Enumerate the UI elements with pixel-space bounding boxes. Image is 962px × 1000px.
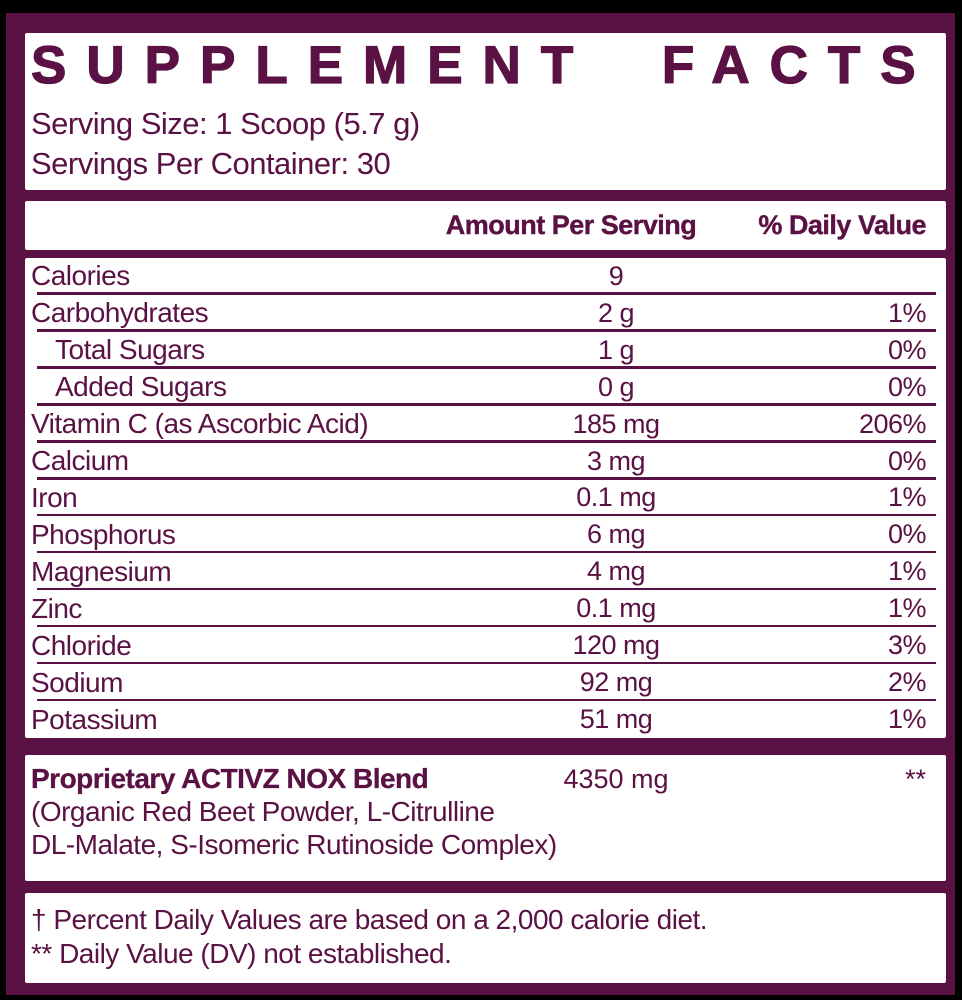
nutrient-name: Calcium: [31, 445, 129, 477]
table-row: Total Sugars 1 g 0%: [25, 332, 946, 369]
footnote-daily-value: † Percent Daily Values are based on a 2,…: [31, 904, 708, 935]
nutrient-name: Calories: [31, 260, 130, 292]
amount-per-serving-header: Amount Per Serving: [445, 210, 697, 240]
nutrient-dv: 1%: [887, 297, 927, 328]
blend-amount: 4350 mg: [563, 763, 669, 794]
table-row: Calories 9: [25, 258, 946, 295]
table-row: Phosphorus 6 mg 0%: [25, 516, 946, 554]
title-panel: SUPPLEMENT FACTS Serving Size: 1 Scoop (…: [25, 33, 946, 190]
nutrient-amount: 4 mg: [586, 556, 646, 587]
nutrient-amount: 51 mg: [579, 704, 653, 735]
nutrient-name: Carbohydrates: [31, 297, 209, 329]
table-row: Calcium 3 mg 0%: [25, 443, 946, 480]
table-header: Amount Per Serving % Daily Value: [25, 201, 946, 250]
supplement-facts-label: SUPPLEMENT FACTS Serving Size: 1 Scoop (…: [6, 13, 955, 995]
nutrient-dv: 2%: [887, 667, 927, 698]
nutrient-name: Chloride: [31, 629, 132, 661]
page-title: SUPPLEMENT FACTS: [30, 35, 936, 95]
nutrient-dv: 1%: [887, 593, 927, 624]
daily-value-header: % Daily Value: [758, 210, 926, 240]
nutrient-name: Added Sugars: [55, 371, 227, 403]
table-row: Iron 0.1 mg 1%: [25, 480, 946, 517]
nutrient-dv: 1%: [887, 482, 927, 513]
table-row: Zinc 0.1 mg 1%: [25, 590, 946, 628]
nutrient-amount: 92 mg: [579, 667, 653, 698]
blend-name: Proprietary ACTIVZ NOX Blend: [31, 763, 429, 794]
proprietary-blend-panel: Proprietary ACTIVZ NOX Blend 4350 mg ** …: [25, 755, 946, 881]
table-row: Vitamin C (as Ascorbic Acid) 185 mg 206%: [25, 406, 946, 443]
nutrient-name: Total Sugars: [55, 334, 205, 366]
nutrient-table: Calories 9 Carbohydrates 2 g 1% Total Su…: [25, 258, 946, 738]
footnote-not-established: ** Daily Value (DV) not established.: [31, 938, 452, 969]
serving-info: Serving Size: 1 Scoop (5.7 g) Servings P…: [31, 104, 936, 184]
table-row: Carbohydrates 2 g 1%: [25, 295, 946, 332]
table-row: Sodium 92 mg 2%: [25, 664, 946, 701]
nutrient-amount: 185 mg: [572, 408, 660, 439]
blend-ingredients-line1: (Organic Red Beet Powder, L-Citrulline: [31, 796, 495, 827]
nutrient-dv: 0%: [887, 519, 927, 550]
table-row: Chloride 120 mg 3%: [25, 627, 946, 665]
nutrient-name: Vitamin C (as Ascorbic Acid): [31, 408, 369, 440]
nutrient-dv: 3%: [887, 630, 927, 661]
nutrient-name: Iron: [31, 481, 78, 513]
serving-size: Serving Size: 1 Scoop (5.7 g): [31, 106, 420, 141]
nutrient-amount: 6 mg: [586, 519, 646, 550]
nutrient-amount: 2 g: [597, 297, 635, 328]
nutrient-name: Sodium: [31, 666, 123, 698]
nutrient-amount: 1 g: [597, 334, 635, 365]
nutrient-amount: 3 mg: [586, 445, 646, 476]
nutrient-name: Zinc: [31, 592, 82, 624]
servings-per-container: Servings Per Container: 30: [31, 146, 391, 181]
nutrient-dv: 0%: [887, 334, 927, 365]
table-row: Potassium 51 mg 1%: [25, 701, 946, 738]
table-row: Added Sugars 0 g 0%: [25, 369, 946, 406]
nutrient-amount: 9: [608, 260, 624, 291]
nutrient-amount: 0.1 mg: [576, 482, 656, 513]
blend-row: Proprietary ACTIVZ NOX Blend 4350 mg **: [31, 763, 926, 795]
blend-ingredients-line2: DL-Malate, S-Isomeric Rutinoside Complex…: [31, 829, 557, 860]
nutrient-amount: 0 g: [597, 371, 635, 402]
nutrient-amount: 0.1 mg: [576, 593, 656, 624]
nutrient-name: Magnesium: [31, 555, 172, 587]
blend-dv-asterisks: **: [904, 763, 926, 794]
nutrient-dv: 1%: [887, 556, 927, 587]
table-row: Magnesium 4 mg 1%: [25, 553, 946, 591]
nutrient-dv: 0%: [887, 371, 927, 402]
nutrient-name: Potassium: [31, 703, 158, 735]
nutrient-dv: 0%: [887, 445, 927, 476]
footnotes-panel: † Percent Daily Values are based on a 2,…: [25, 893, 946, 983]
nutrient-dv: 1%: [887, 704, 927, 735]
nutrient-amount: 120 mg: [572, 630, 660, 661]
nutrient-dv: 206%: [858, 408, 927, 439]
nutrient-name: Phosphorus: [31, 518, 176, 550]
